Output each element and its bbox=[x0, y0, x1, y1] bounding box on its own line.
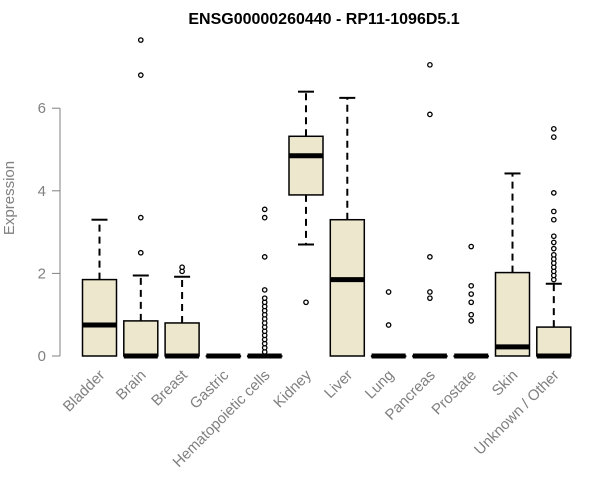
outlier-point bbox=[261, 254, 268, 260]
outlier-point bbox=[468, 243, 475, 250]
box-iqr bbox=[494, 271, 531, 357]
outlier-point bbox=[303, 299, 309, 306]
outlier-point bbox=[550, 251, 557, 258]
box-iqr bbox=[536, 326, 572, 357]
box-group bbox=[81, 218, 118, 357]
y-tick-label: 2 bbox=[38, 265, 46, 282]
outlier-point bbox=[427, 254, 433, 260]
outlier-point bbox=[427, 289, 433, 295]
outlier-point bbox=[550, 134, 557, 140]
box-group bbox=[329, 96, 366, 357]
outlier-point bbox=[550, 245, 557, 252]
y-axis: 0 2 4 6 bbox=[38, 100, 61, 365]
y-axis-label: Expression bbox=[1, 161, 18, 235]
outlier-point bbox=[261, 287, 268, 293]
box-group bbox=[412, 61, 448, 359]
y-tick-label: 4 bbox=[38, 183, 46, 200]
outlier-point bbox=[137, 37, 144, 43]
outlier-point bbox=[550, 190, 557, 196]
box-iqr bbox=[123, 320, 159, 357]
box-iqr bbox=[164, 322, 200, 357]
outlier-point bbox=[385, 289, 392, 295]
outlier-point bbox=[137, 249, 144, 256]
outlier-point bbox=[468, 291, 475, 297]
outlier-point bbox=[550, 233, 557, 240]
outlier-point bbox=[179, 264, 185, 271]
box-iqr bbox=[288, 135, 324, 196]
x-tick-label: Prostate bbox=[428, 367, 480, 419]
outlier-point bbox=[550, 216, 557, 223]
outlier-point bbox=[550, 126, 557, 132]
box-group bbox=[494, 172, 531, 357]
x-tick-label: Kidney bbox=[270, 366, 315, 411]
chart-title: ENSG00000260440 - RP11-1096D5.1 bbox=[188, 11, 459, 28]
outlier-point bbox=[385, 322, 392, 328]
box-iqr bbox=[81, 278, 118, 357]
x-tick-label: Liver bbox=[321, 367, 356, 402]
outlier-point bbox=[468, 318, 475, 324]
x-tick-label: Brain bbox=[113, 367, 150, 404]
box-group bbox=[205, 353, 242, 359]
outlier-point bbox=[427, 61, 433, 68]
outlier-point bbox=[261, 295, 268, 302]
outlier-point bbox=[468, 311, 475, 318]
box-group bbox=[536, 126, 572, 359]
outlier-point bbox=[550, 239, 557, 246]
box-group bbox=[246, 206, 283, 359]
box-group bbox=[453, 243, 489, 359]
outlier-point bbox=[137, 72, 144, 79]
box-group bbox=[164, 264, 200, 359]
y-tick-label: 6 bbox=[38, 100, 46, 117]
box-iqr bbox=[329, 218, 366, 357]
outlier-point bbox=[261, 206, 268, 213]
outlier-point bbox=[427, 295, 433, 302]
outlier-point bbox=[427, 111, 433, 118]
box-group bbox=[370, 289, 407, 359]
outlier-point bbox=[468, 299, 475, 306]
outlier-point bbox=[137, 214, 144, 221]
outlier-point bbox=[261, 214, 268, 221]
x-tick-label: Bladder bbox=[60, 367, 109, 416]
x-tick-label: Breast bbox=[148, 366, 191, 409]
y-tick-label: 0 bbox=[38, 348, 46, 365]
x-tick-label: Skin bbox=[489, 367, 522, 400]
x-tick-label: Lung bbox=[362, 367, 398, 403]
box-group bbox=[123, 37, 159, 359]
boxes bbox=[81, 37, 572, 359]
outlier-point bbox=[550, 208, 557, 215]
outlier-point bbox=[468, 282, 475, 289]
box-group bbox=[288, 90, 324, 306]
